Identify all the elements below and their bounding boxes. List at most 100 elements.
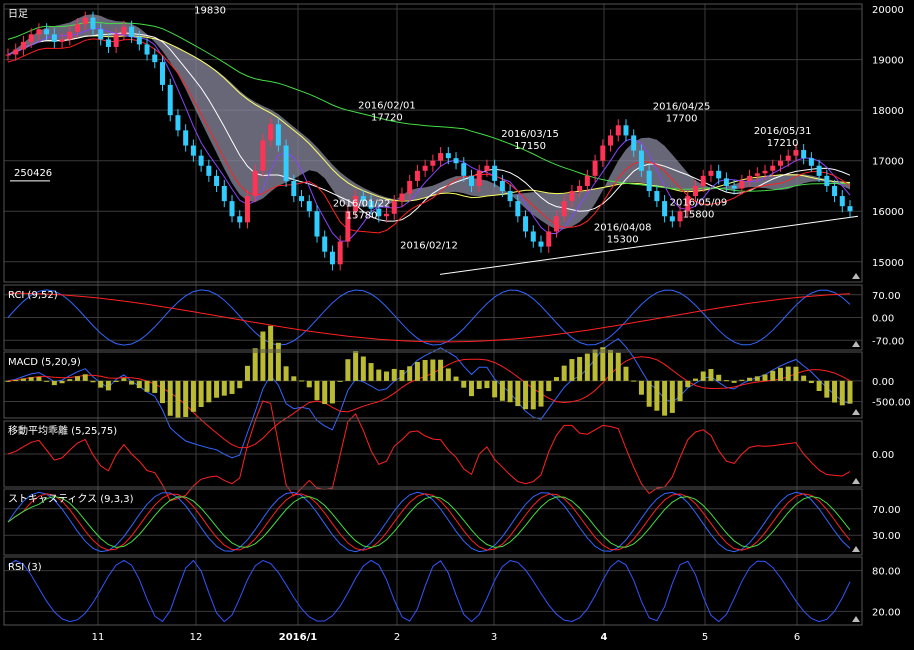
macd-hist-bar [252, 348, 258, 381]
candle-body [345, 211, 351, 242]
candle-body [206, 165, 212, 176]
macd-hist-bar [152, 380, 158, 393]
candle-body [28, 34, 34, 42]
candle-body [98, 29, 104, 40]
annotation-value: 17150 [514, 141, 546, 152]
candle-body [716, 170, 722, 179]
macd-hist-bar [384, 371, 390, 381]
macd-hist-bar [538, 380, 544, 407]
ytick-label-rci: 0.00 [872, 314, 894, 325]
candle-body [685, 196, 691, 212]
annotation-date: 2016/02/01 [358, 100, 416, 111]
candle-body [75, 24, 81, 32]
candle-body [507, 191, 513, 202]
candle-body [36, 29, 42, 35]
macd-hist-bar [553, 377, 559, 381]
candle-body [244, 196, 250, 223]
macd-hist-bar [669, 380, 675, 413]
panel-title-rci: RCI (9,52) [8, 290, 58, 301]
panel-scroll-icon [852, 409, 860, 415]
candle-body [445, 153, 451, 159]
panel-frame-rci [3, 284, 863, 351]
macd-hist-bar [183, 380, 189, 417]
macd-hist-bar [631, 380, 637, 382]
macd-hist-bar [754, 376, 760, 381]
macd-hist-bar [414, 362, 420, 381]
annotation-date: 2016/04/25 [653, 101, 711, 112]
macd-hist-bar [90, 380, 96, 383]
macd-hist-bar [275, 342, 281, 381]
candle-body [693, 185, 699, 197]
candle-body [438, 153, 444, 161]
macd-hist-bar [82, 374, 88, 381]
macd-hist-bar [569, 359, 575, 381]
macd-hist-bar [345, 359, 351, 381]
candle-body [368, 201, 374, 209]
candle-body [569, 191, 575, 202]
annotation-value: 17720 [371, 112, 403, 123]
candle-body [523, 216, 529, 232]
macd-hist-bar [59, 380, 65, 384]
ytick-label-rci: 70.00 [872, 291, 901, 302]
candle-body [376, 208, 382, 217]
candle-body [221, 185, 227, 202]
macd-hist-bar [646, 380, 652, 407]
labels: 15000 16000 17000 18000 19000 20000 日足 70.00 0.0… [8, 5, 911, 643]
macd-hist-bar [824, 380, 830, 398]
candle-body [515, 201, 521, 217]
macd-hist-bar [623, 366, 629, 381]
annotation-date: 2016/05/31 [754, 126, 812, 137]
deviation-line [7, 400, 851, 502]
candle-body [468, 175, 474, 186]
macd-hist-bar [44, 380, 50, 382]
candle-body [723, 178, 729, 186]
macd-hist-bar [832, 380, 838, 403]
macd-hist-bar [229, 380, 235, 394]
macd-hist-bar [438, 359, 444, 381]
candle-body [492, 165, 498, 181]
candle-body [476, 170, 482, 186]
annotation-value: 15800 [683, 209, 715, 220]
xtick-label: 4 [601, 632, 608, 643]
candle-body [631, 135, 637, 151]
candle-body [90, 17, 96, 30]
macd-hist-bar [600, 347, 606, 381]
candle-body [399, 193, 405, 202]
candle-body [731, 185, 737, 189]
macd-hist-bar [121, 378, 127, 381]
ytick-label-price: 16000 [872, 207, 904, 218]
macd-hist-bar [685, 380, 691, 388]
macd-hist-bar [777, 367, 783, 381]
candle-body [623, 125, 629, 136]
macd-hist-bar [577, 356, 583, 381]
ytick-label-rsi: 20.00 [872, 607, 901, 618]
candle-body [337, 241, 343, 265]
candle-body [762, 170, 768, 174]
macd-hist-bar [98, 380, 104, 388]
macd-line [7, 337, 851, 459]
candle-body [306, 201, 312, 212]
macd-signal-line [7, 356, 851, 449]
candle-body [561, 201, 567, 217]
candle-body [816, 165, 822, 176]
candle-body [105, 39, 111, 47]
candle-body [44, 29, 50, 35]
candle-body [82, 17, 88, 25]
candle-body [13, 49, 19, 55]
macd-hist-bar [530, 380, 536, 410]
macd-hist-bar [399, 369, 405, 381]
macd-hist-bar [499, 380, 505, 401]
panel-frame-macd [3, 351, 863, 419]
candle-body [638, 150, 644, 171]
macd-hist-bar [608, 350, 614, 381]
panel-frame-price [3, 3, 863, 283]
panel-frame-deviation [3, 420, 863, 488]
annotation-value: 19830 [194, 6, 226, 17]
macd-hist-bar [615, 352, 621, 381]
panel-title-stochastics: ストキャスティクス (9,3,3) [8, 493, 134, 505]
trend-line [439, 215, 859, 275]
macd-hist-bar [260, 331, 266, 381]
volume-label: 250426 [14, 168, 52, 179]
